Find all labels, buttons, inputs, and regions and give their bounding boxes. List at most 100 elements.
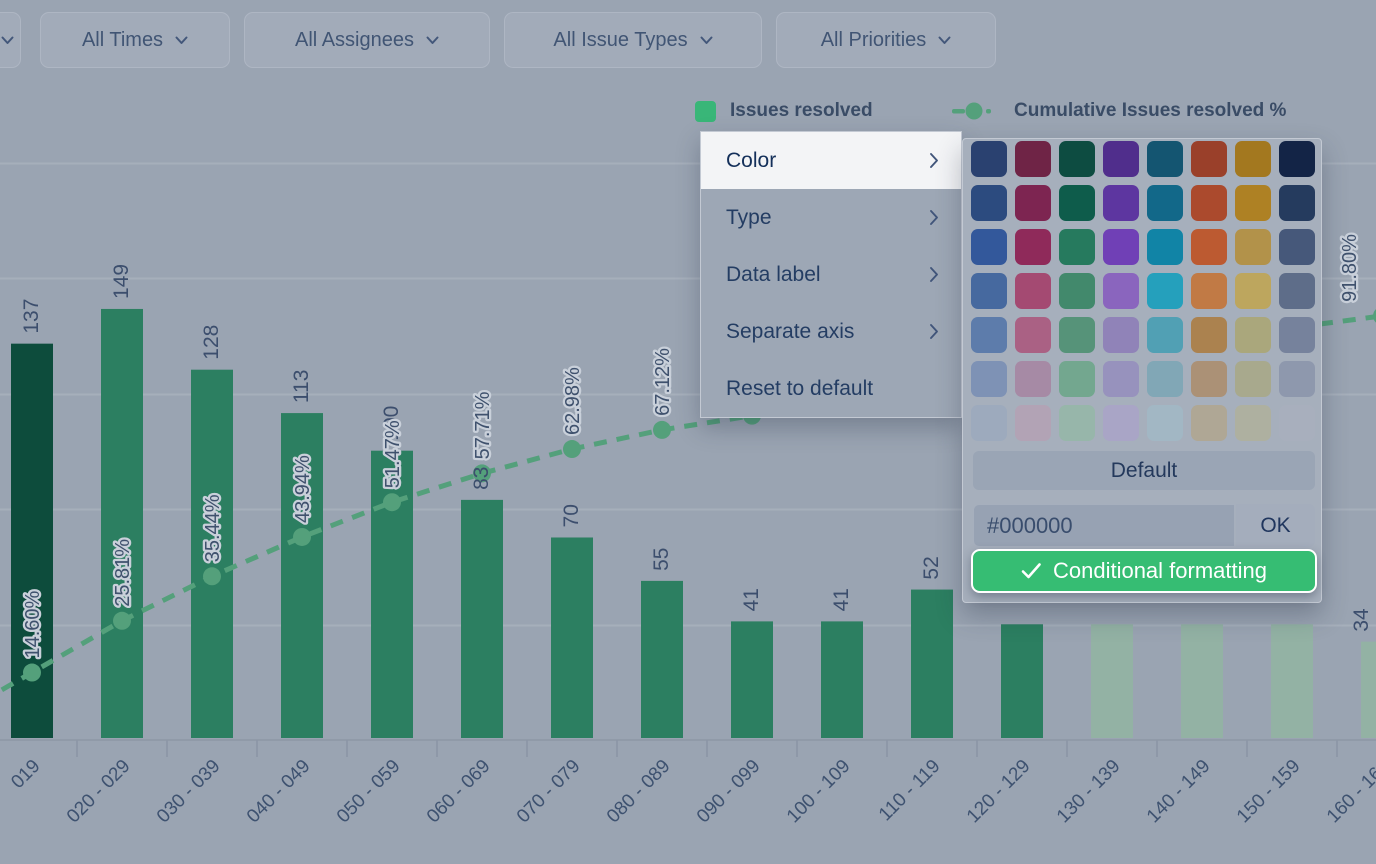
color-swatch[interactable] <box>1147 273 1183 309</box>
line-point[interactable] <box>203 567 221 586</box>
color-swatch[interactable] <box>1279 273 1315 309</box>
menu-item-color[interactable]: Color <box>701 132 961 189</box>
color-swatch[interactable] <box>971 317 1007 353</box>
bar-040 - 049[interactable] <box>281 413 323 738</box>
color-swatch[interactable] <box>971 361 1007 397</box>
bar-080 - 089[interactable] <box>641 580 683 738</box>
conditional-formatting-button[interactable]: Conditional formatting <box>971 549 1317 593</box>
color-swatch[interactable] <box>1235 317 1271 353</box>
bar-130 - 139[interactable] <box>1091 624 1133 738</box>
color-swatch[interactable] <box>1147 361 1183 397</box>
color-swatch[interactable] <box>1015 229 1051 265</box>
color-swatch[interactable] <box>1059 273 1095 309</box>
color-swatch[interactable] <box>1147 141 1183 177</box>
color-swatch[interactable] <box>971 185 1007 221</box>
bar-090 - 099[interactable] <box>731 621 773 738</box>
color-swatch[interactable] <box>1235 141 1271 177</box>
color-swatch[interactable] <box>1147 229 1183 265</box>
bar-100 - 109[interactable] <box>821 621 863 738</box>
bar-070 - 079[interactable] <box>551 537 593 738</box>
color-swatch[interactable] <box>971 141 1007 177</box>
color-swatch[interactable] <box>1103 185 1139 221</box>
color-swatch[interactable] <box>1103 273 1139 309</box>
color-swatch[interactable] <box>1059 317 1095 353</box>
legend-item-cumulative[interactable]: Cumulative Issues resolved % <box>952 100 1286 122</box>
color-swatch[interactable] <box>1103 229 1139 265</box>
line-point[interactable] <box>563 440 581 459</box>
line-point[interactable] <box>383 493 401 512</box>
line-point[interactable] <box>23 663 41 682</box>
color-swatch[interactable] <box>1059 141 1095 177</box>
color-swatch[interactable] <box>1059 185 1095 221</box>
color-swatch[interactable] <box>971 405 1007 441</box>
menu-item-data-label[interactable]: Data label <box>701 246 961 303</box>
line-point[interactable] <box>293 527 311 546</box>
filter-dropdown-all-assignees[interactable]: All Assignees <box>244 12 490 68</box>
bar-060 - 069[interactable] <box>461 499 503 738</box>
color-swatch[interactable] <box>971 273 1007 309</box>
filter-dropdown-partial[interactable] <box>0 12 21 68</box>
hex-color-input[interactable] <box>973 504 1235 547</box>
color-swatch[interactable] <box>1147 405 1183 441</box>
bar-020 - 029[interactable] <box>101 308 143 738</box>
color-swatch[interactable] <box>1235 185 1271 221</box>
color-swatch[interactable] <box>1191 185 1227 221</box>
color-swatch[interactable] <box>1235 273 1271 309</box>
color-swatch[interactable] <box>1279 141 1315 177</box>
filter-dropdown-all-priorities[interactable]: All Priorities <box>776 12 996 68</box>
color-swatch[interactable] <box>1015 361 1051 397</box>
line-point[interactable] <box>653 420 671 439</box>
color-swatch[interactable] <box>1279 405 1315 441</box>
menu-item-separate-axis[interactable]: Separate axis <box>701 303 961 360</box>
color-swatch[interactable] <box>1103 361 1139 397</box>
menu-item-type[interactable]: Type <box>701 189 961 246</box>
color-swatch[interactable] <box>1015 317 1051 353</box>
color-swatch[interactable] <box>1103 405 1139 441</box>
color-swatch[interactable] <box>1147 185 1183 221</box>
bar-120 - 129[interactable] <box>1001 624 1043 738</box>
line-point[interactable] <box>473 464 491 483</box>
color-swatch[interactable] <box>1147 317 1183 353</box>
ok-button[interactable]: OK <box>1236 504 1315 547</box>
color-swatch[interactable] <box>1279 229 1315 265</box>
color-swatch[interactable] <box>1235 361 1271 397</box>
line-point[interactable] <box>1373 307 1376 325</box>
bar-140 - 149[interactable] <box>1181 624 1223 738</box>
chevron-down-icon <box>938 36 951 44</box>
color-swatch[interactable] <box>1103 141 1139 177</box>
color-swatch[interactable] <box>1191 317 1227 353</box>
color-swatch[interactable] <box>1191 405 1227 441</box>
color-swatch[interactable] <box>1235 405 1271 441</box>
color-swatch[interactable] <box>1015 405 1051 441</box>
bar-110 - 119[interactable] <box>911 589 953 738</box>
filter-dropdown-all-times[interactable]: All Times <box>40 12 230 68</box>
filter-dropdown-all-issue-types[interactable]: All Issue Types <box>504 12 762 68</box>
menu-item-label: Reset to default <box>726 376 874 400</box>
color-swatch[interactable] <box>1279 185 1315 221</box>
x-tick-label: 020 - 029 <box>63 756 135 828</box>
legend-item-issues-resolved[interactable]: Issues resolved <box>695 100 873 122</box>
color-swatch[interactable] <box>1191 273 1227 309</box>
color-swatch[interactable] <box>1279 361 1315 397</box>
color-swatch[interactable] <box>1279 317 1315 353</box>
menu-item-reset-to-default[interactable]: Reset to default <box>701 360 961 417</box>
line-point[interactable] <box>113 611 131 630</box>
color-swatch[interactable] <box>1103 317 1139 353</box>
color-swatch[interactable] <box>1191 361 1227 397</box>
bar-030 - 039[interactable] <box>191 369 233 738</box>
color-swatch[interactable] <box>1191 141 1227 177</box>
chart-legend: Issues resolved Cumulative Issues resolv… <box>0 96 1376 132</box>
color-swatch[interactable] <box>971 229 1007 265</box>
color-swatch[interactable] <box>1059 405 1095 441</box>
color-swatch[interactable] <box>1191 229 1227 265</box>
bar-value-label: 113 <box>290 370 313 403</box>
color-swatch[interactable] <box>1015 273 1051 309</box>
color-swatch[interactable] <box>1015 185 1051 221</box>
color-swatch[interactable] <box>1235 229 1271 265</box>
bar-160 - 169[interactable] <box>1361 641 1376 738</box>
default-color-button[interactable]: Default <box>973 451 1315 490</box>
bar-150 - 159[interactable] <box>1271 624 1313 738</box>
color-swatch[interactable] <box>1015 141 1051 177</box>
color-swatch[interactable] <box>1059 229 1095 265</box>
color-swatch[interactable] <box>1059 361 1095 397</box>
